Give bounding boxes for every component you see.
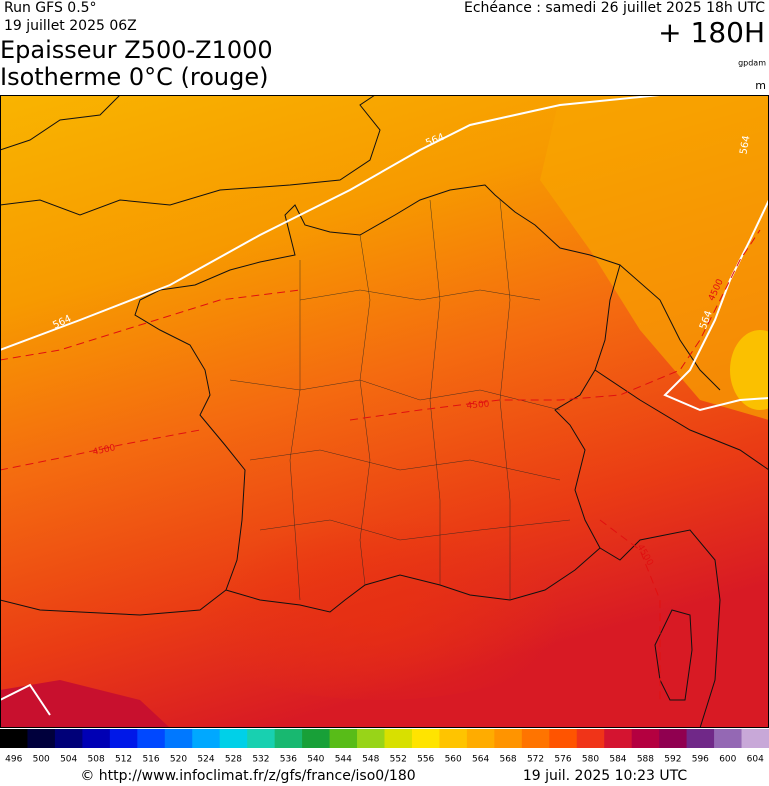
field-sw (0, 680, 170, 728)
colorbar-label: 572 (527, 755, 544, 765)
run-date: 19 juillet 2025 06Z (4, 18, 137, 34)
colorbar-label: 564 (472, 755, 489, 765)
colorbar-swatch (357, 729, 385, 748)
run-label: Run GFS 0.5° (4, 0, 97, 16)
colorbar-label: 580 (582, 755, 599, 765)
colorbar-label: 500 (33, 755, 50, 765)
colorbar-swatch (302, 729, 331, 748)
colorbar-label: 584 (609, 755, 626, 765)
colorbar-label: 596 (692, 755, 709, 765)
colorbar-swatch (247, 729, 276, 748)
colorbar-label: 496 (5, 755, 22, 765)
colorbar-label: 524 (197, 755, 214, 765)
colorbar-swatch (714, 729, 743, 748)
colorbar-label: 568 (499, 755, 516, 765)
coastline-corsica (654, 609, 693, 701)
colorbar-swatch (219, 729, 248, 748)
field-core (120, 420, 640, 700)
colorbar-label: 552 (390, 755, 407, 765)
colorbar-label: 520 (170, 755, 187, 765)
isotherm-label: 4500 (92, 443, 117, 458)
colorbar-label: 536 (280, 755, 297, 765)
field-warm-pocket (730, 330, 769, 410)
colorbar-label: 548 (362, 755, 379, 765)
colorbar-swatch (466, 729, 495, 748)
title-line1: Epaisseur Z500-Z1000 (0, 36, 273, 64)
colorbar-label: 508 (88, 755, 105, 765)
generated-time: 19 juil. 2025 10:23 UTC (523, 768, 688, 784)
colorbar-label: 528 (225, 755, 242, 765)
colorbar-swatch (82, 729, 111, 748)
isotherm-label: 4500 (466, 399, 490, 411)
unit-gpdam: gpdam (738, 59, 766, 68)
colorbar-swatch (0, 729, 28, 748)
colorbar-swatch (137, 729, 166, 748)
colorbar-label: 544 (335, 755, 352, 765)
colorbar-label: 600 (719, 755, 736, 765)
colorbar-swatch (384, 729, 413, 748)
lead-time: + 180H (658, 16, 765, 49)
thickness-564 (0, 95, 769, 412)
departments (229, 199, 571, 601)
thickness-label: 564 (738, 135, 752, 156)
title-line2: Isotherme 0°C (rouge) (0, 63, 269, 91)
colorbar-swatch (604, 729, 633, 748)
colorbar-swatch (274, 729, 303, 748)
colorbar-swatch (109, 729, 138, 748)
colorbar-swatch (631, 729, 660, 748)
colorbar-swatch (521, 729, 550, 748)
colorbar-label: 560 (445, 755, 462, 765)
borders (594, 264, 769, 471)
colorbar-swatch (164, 729, 193, 748)
coastline-france (134, 184, 621, 613)
colorbar-swatch (439, 729, 468, 748)
field-east (540, 95, 769, 420)
colorbar-swatch (741, 729, 769, 748)
source-url: © http://www.infoclimat.fr/z/gfs/france/… (80, 768, 415, 784)
map (0, 95, 769, 728)
valid-time: Echéance : samedi 26 juillet 2025 18h UT… (464, 0, 765, 16)
colorbar-label: 504 (60, 755, 77, 765)
colorbar-label: 604 (747, 755, 764, 765)
colorbar-label: 516 (142, 755, 159, 765)
colorbar-swatch (411, 729, 440, 748)
colorbar-swatch (576, 729, 605, 748)
colorbar-swatch (494, 729, 523, 748)
colorbar-label: 540 (307, 755, 324, 765)
colorbar-label: 512 (115, 755, 132, 765)
thickness-576 (0, 683, 51, 716)
isotherm-0c (0, 229, 761, 700)
colorbar-swatch (27, 729, 56, 748)
colorbar-swatch (686, 729, 715, 748)
colorbar-swatch (549, 729, 578, 748)
colorbar-label: 532 (252, 755, 269, 765)
colorbar-swatch (192, 729, 221, 748)
colorbar-swatch (329, 729, 358, 748)
colorbar-label: 592 (664, 755, 681, 765)
colorbar-label: 588 (637, 755, 654, 765)
coastline-uk (0, 95, 381, 216)
colorbar-label: 556 (417, 755, 434, 765)
colorbar-swatch (54, 729, 83, 748)
colorbar-swatch (659, 729, 688, 748)
coastline-neighbours (0, 529, 721, 728)
colorbar-label: 576 (554, 755, 571, 765)
unit-m: m (755, 79, 766, 92)
